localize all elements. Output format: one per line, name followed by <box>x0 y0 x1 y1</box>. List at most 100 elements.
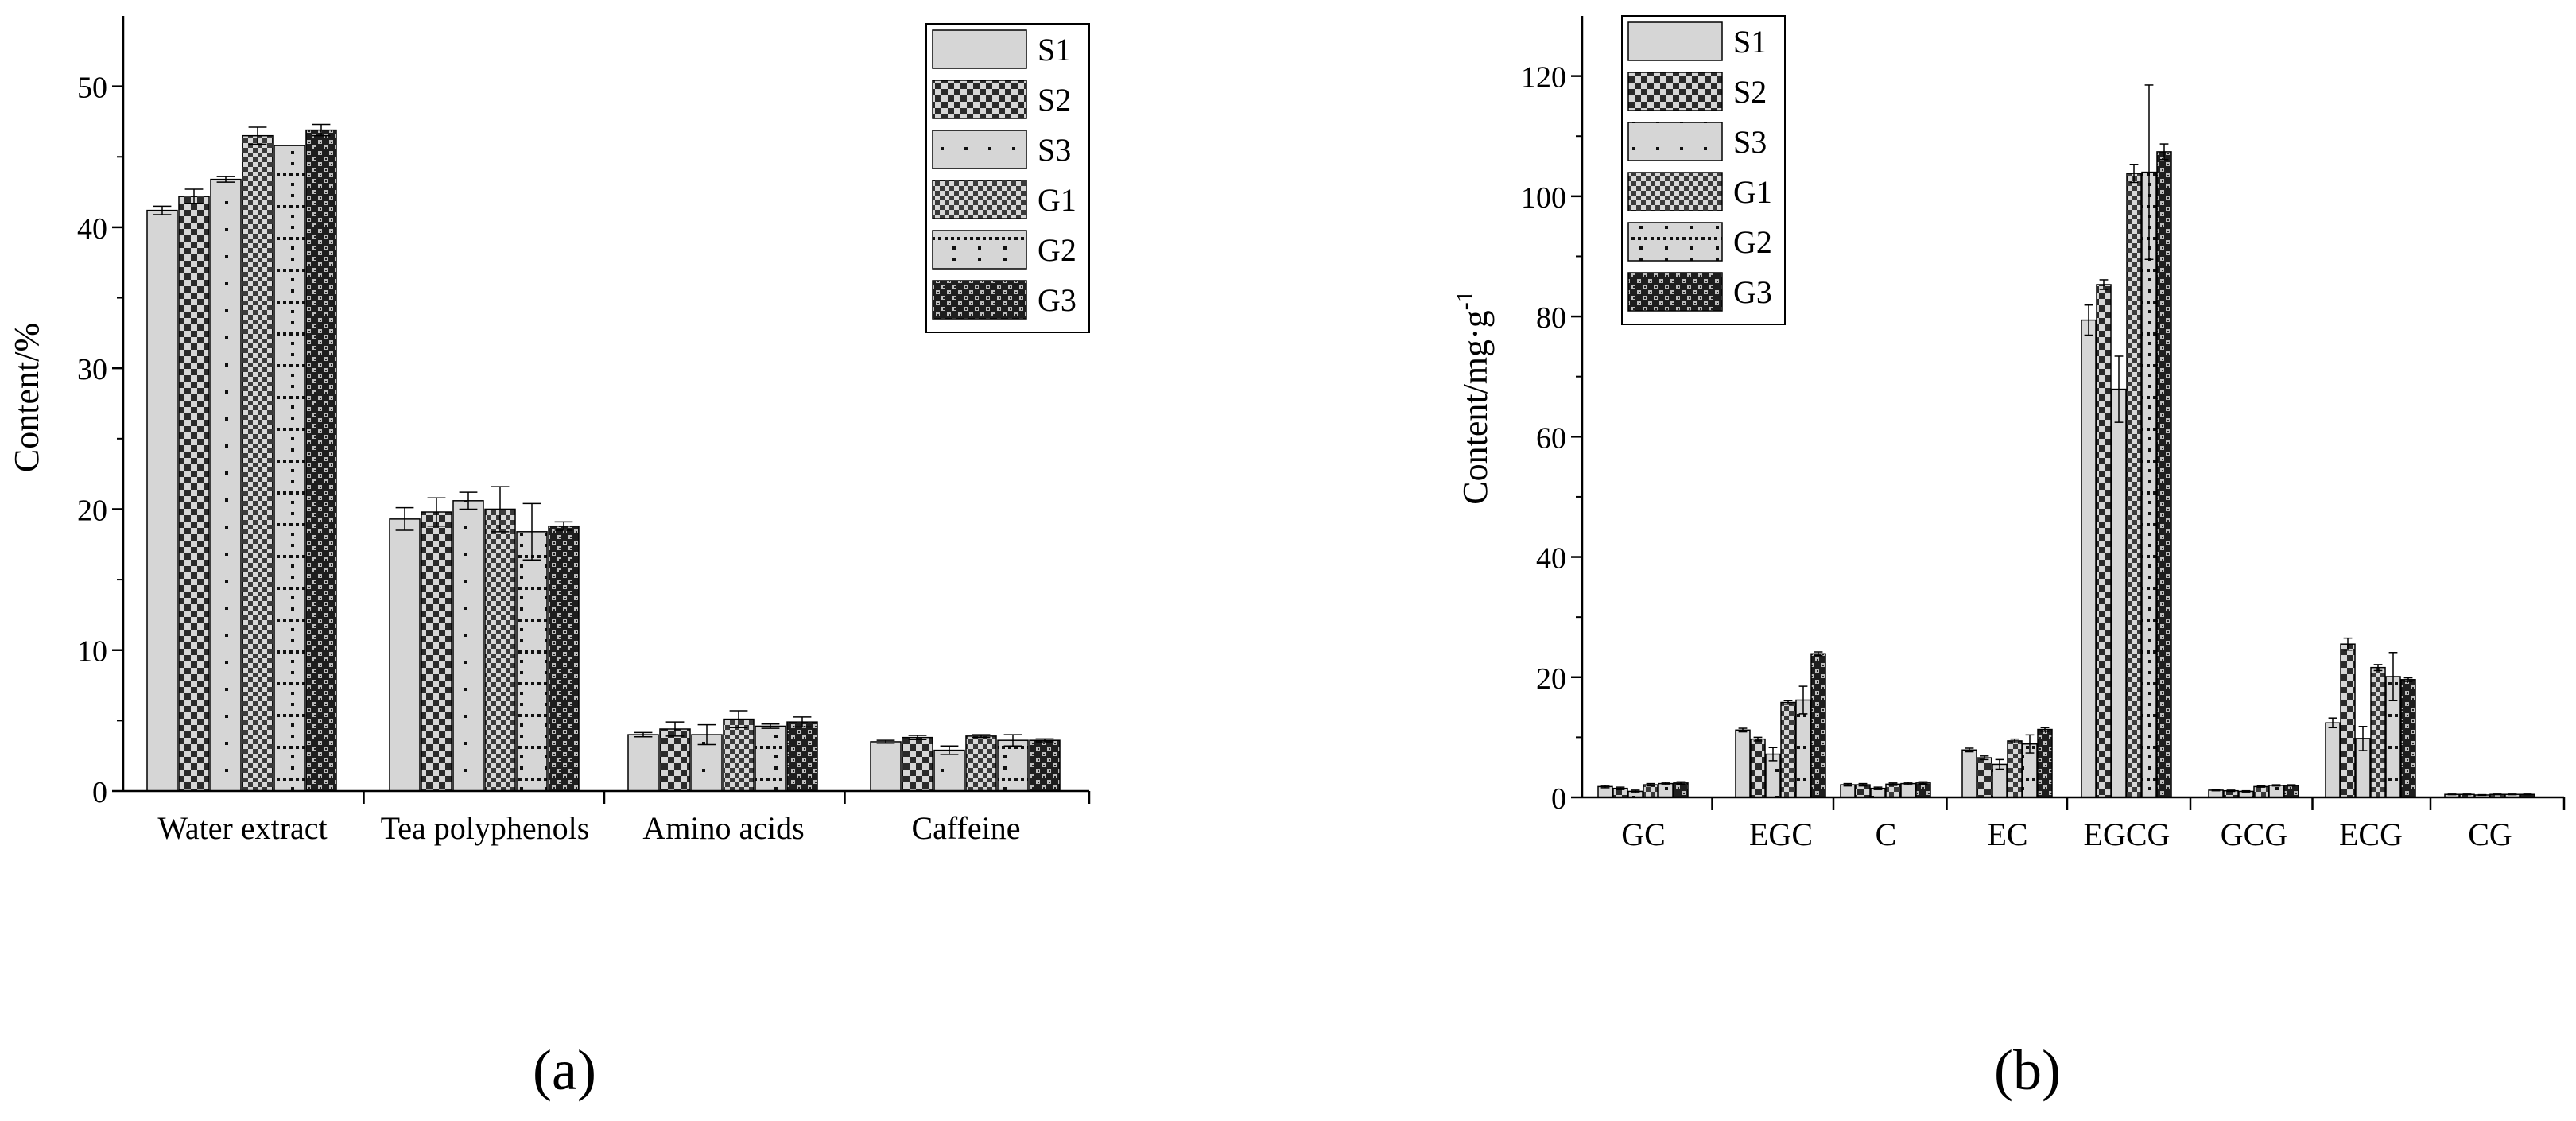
error-bar-S2-egc <box>1753 736 1763 742</box>
legend-swatch-G2 <box>1627 222 1723 262</box>
error-bar-S3-ecg <box>2358 726 2368 751</box>
error-bar-G2-egcg <box>2144 84 2154 260</box>
x-tick-label: ECG <box>2339 817 2403 852</box>
legend-label-G1: G1 <box>1038 182 1077 218</box>
legend-swatch-G2 <box>932 230 1027 270</box>
panel-b-axes: 0 20 40 60 80 100 120 GC EGC C EC EGCG GCG ECG CG <box>1521 16 2566 852</box>
y-tick-label: 100 <box>1521 181 1566 215</box>
bar-G1-gc <box>1643 784 1658 798</box>
x-tick-label: CG <box>2468 817 2512 852</box>
legend-label-S2: S2 <box>1733 74 1767 110</box>
error-bar-G3-cg <box>2523 793 2532 796</box>
error-bar-S1-water-extract <box>153 205 172 215</box>
error-bar-S2-gcg <box>2226 789 2236 793</box>
bar-G2-amino-acids <box>755 725 786 792</box>
error-bar-S1-caffeine <box>876 739 895 744</box>
bar-S2-amino-acids <box>659 728 691 792</box>
bar-G2-caffeine <box>997 739 1029 792</box>
error-bar-S2-ecg <box>2343 637 2353 651</box>
bar-S2-c <box>1855 784 1871 798</box>
panel-a-chart: 0 10 20 30 40 50 Water extract Tea polyphenols A… <box>7 16 1091 1102</box>
x-tick-label: EC <box>1987 817 2027 852</box>
error-bar-G3-ec <box>2040 727 2050 732</box>
error-bar-G1-gc <box>1646 782 1655 787</box>
panel-b-chart: 0 20 40 60 80 100 120 GC EGC C EC EGCG GCG ECG CG Cont… <box>1452 15 2566 1102</box>
bar-G3-egcg <box>2156 151 2172 798</box>
error-bar-G3-water-extract <box>312 123 331 137</box>
bar-G2-gcg <box>2268 785 2284 798</box>
legend-swatch-S2 <box>932 80 1027 119</box>
y-tick-label: 60 <box>1536 421 1566 455</box>
panel-b-ylabel-main: Content/mg·g <box>1456 310 1495 504</box>
bar-S2-tea-polyphenols <box>421 511 452 792</box>
x-tick-label: C <box>1876 817 1897 852</box>
bar-G1-amino-acids <box>723 718 755 792</box>
bar-G2-gc <box>1658 782 1674 798</box>
error-bar-G3-gc <box>1676 781 1686 785</box>
error-bar-G3-ecg <box>2403 677 2413 682</box>
legend-label-S3: S3 <box>1038 132 1071 168</box>
legend-swatch-S2 <box>1627 72 1723 111</box>
bar-S1-egc <box>1735 729 1751 798</box>
bar-G3-caffeine <box>1029 739 1061 792</box>
y-tick-label: 30 <box>77 353 107 386</box>
error-bar-G1-amino-acids <box>729 710 748 728</box>
panel-a-axes: 0 10 20 30 40 50 Water extract Tea polyphenols A… <box>77 16 1091 846</box>
bar-G1-ec <box>2007 740 2023 798</box>
error-bar-S1-egcg <box>2084 304 2093 336</box>
error-bar-G1-ec <box>2010 738 2019 743</box>
bar-S1-caffeine <box>870 741 902 792</box>
error-bar-S1-ec <box>1965 747 1974 753</box>
legend-swatch-G1 <box>1627 172 1723 211</box>
y-tick-label: 20 <box>1536 662 1566 696</box>
panel-b-ylabel-sup: -1 <box>1452 290 1478 310</box>
error-bar-G1-ecg <box>2373 664 2383 672</box>
error-bar-G1-egcg <box>2129 164 2139 184</box>
y-tick-label: 0 <box>92 776 107 809</box>
error-bar-G1-c <box>1888 782 1898 786</box>
x-tick-label: EGC <box>1749 817 1813 852</box>
bar-S3-caffeine <box>933 749 965 792</box>
panel-b-label: (b) <box>1994 1038 2061 1102</box>
x-tick-label: EGCG <box>2084 817 2171 852</box>
bar-S1-c <box>1840 784 1856 798</box>
error-bar-S1-gc <box>1600 785 1610 789</box>
bar-G1-tea-polyphenols <box>484 508 516 792</box>
y-tick-label: 40 <box>77 212 107 246</box>
bar-G3-c <box>1915 782 1931 798</box>
x-tick-label: Amino acids <box>642 810 804 846</box>
bar-G3-tea-polyphenols <box>548 525 580 792</box>
error-bar-G3-tea-polyphenols <box>554 521 573 531</box>
x-tick-label: Water extract <box>157 810 327 846</box>
error-bar-S3-gc <box>1631 789 1640 793</box>
panel-a-ylabel: Content/% <box>7 323 46 472</box>
error-bar-S1-c <box>1843 782 1852 787</box>
error-bar-S1-cg <box>2447 793 2457 796</box>
legend-label-G2: G2 <box>1733 224 1772 260</box>
x-tick-label: Tea polyphenols <box>381 810 590 846</box>
bar-S2-ecg <box>2340 643 2356 798</box>
legend-swatch-G1 <box>932 180 1027 219</box>
panel-a-bars <box>146 123 1061 792</box>
legend-label-G3: G3 <box>1038 282 1077 318</box>
y-tick-label: 120 <box>1521 61 1566 95</box>
bar-G2-egcg <box>2141 171 2157 798</box>
bar-G1-c <box>1885 783 1901 798</box>
legend-swatch-G3 <box>1627 272 1723 312</box>
bar-G3-egc <box>1810 653 1826 798</box>
error-bar-G3-egcg <box>2159 143 2169 161</box>
error-bar-G1-water-extract <box>248 126 267 145</box>
x-tick-label: GC <box>1621 817 1666 852</box>
bar-G2-c <box>1900 782 1916 798</box>
error-bar-G2-ecg <box>2388 652 2398 702</box>
bar-S1-ec <box>1961 749 1977 798</box>
error-bar-S2-c <box>1858 782 1868 787</box>
error-bar-S2-gc <box>1616 786 1625 790</box>
bar-S3-water-extract <box>210 178 242 792</box>
legend-label-S2: S2 <box>1038 82 1071 118</box>
error-bar-G2-gc <box>1661 782 1670 785</box>
error-bar-G2-ec <box>2025 734 2035 754</box>
bar-G3-gc <box>1673 782 1689 798</box>
error-bar-S1-tea-polyphenols <box>395 506 414 531</box>
